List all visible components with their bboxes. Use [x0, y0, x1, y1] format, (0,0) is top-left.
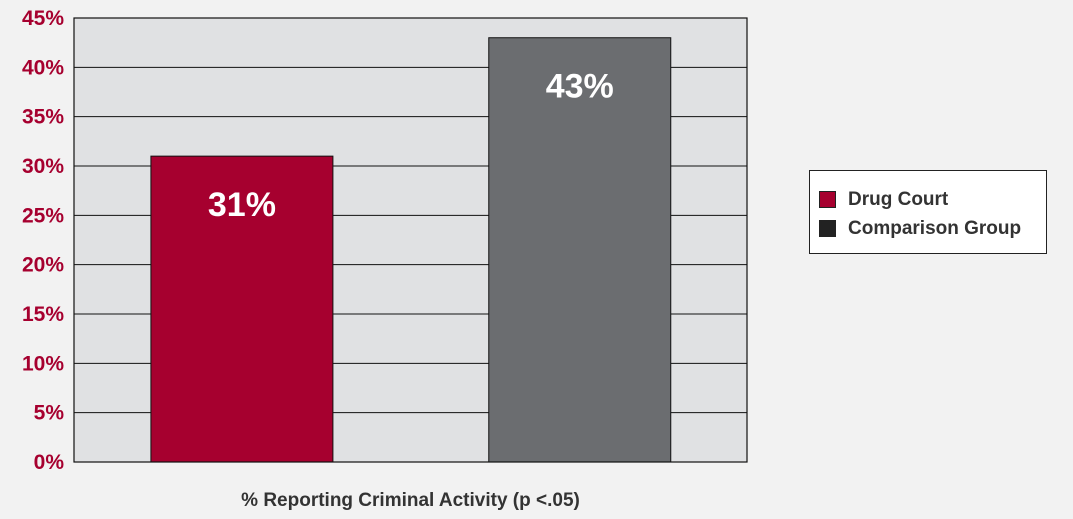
legend-label-drug-court: Drug Court — [848, 188, 949, 210]
legend-label-comparison-group: Comparison Group — [848, 217, 1022, 239]
bar-drug-court — [150, 155, 334, 463]
bars: 31% 43% — [150, 37, 672, 463]
y-tick-label: 20% — [22, 254, 64, 277]
y-axis-ticks: 0% 5% 10% 15% 20% 25% 30% 35% 40% 45% — [22, 7, 64, 474]
y-tick-label: 25% — [22, 204, 64, 227]
y-tick-label: 45% — [22, 7, 64, 30]
legend-item-comparison-group: Comparison Group — [819, 214, 1046, 243]
y-tick-label: 5% — [34, 402, 65, 425]
bar-value-label: 43% — [546, 68, 614, 106]
x-axis-label: % Reporting Criminal Activity (p <.05) — [241, 490, 580, 511]
legend-swatch-drug-court — [819, 191, 836, 208]
y-tick-label: 35% — [22, 106, 64, 129]
legend-swatch-comparison-group — [819, 220, 836, 237]
y-tick-label: 10% — [22, 352, 64, 375]
y-tick-label: 40% — [22, 56, 64, 79]
y-tick-label: 0% — [34, 451, 65, 474]
legend: Drug Court Comparison Group — [809, 170, 1047, 254]
y-tick-label: 15% — [22, 303, 64, 326]
y-tick-label: 30% — [22, 155, 64, 178]
bar-value-label: 31% — [208, 186, 276, 224]
plot-frame — [73, 17, 748, 463]
legend-item-drug-court: Drug Court — [819, 185, 1046, 214]
